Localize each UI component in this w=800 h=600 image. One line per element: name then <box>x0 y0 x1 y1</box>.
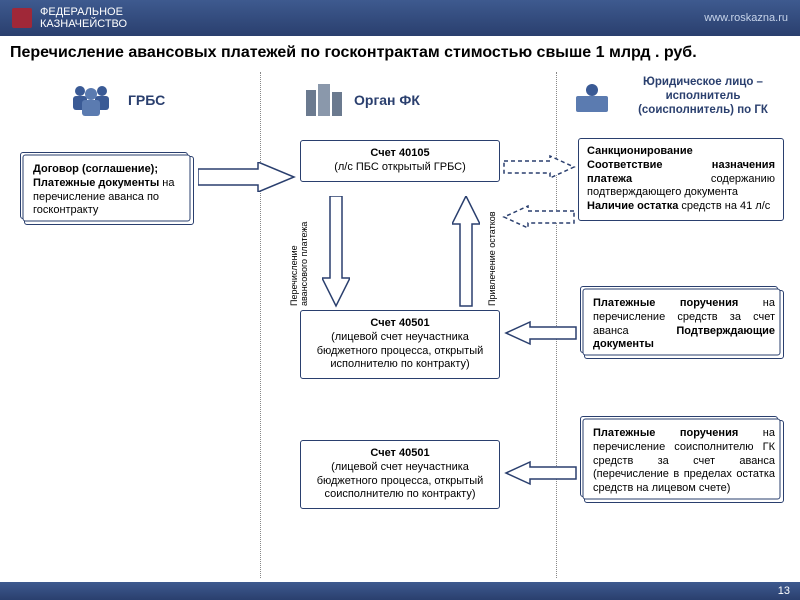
arrow-dash-right <box>502 154 576 180</box>
box-contract: Договор (соглашение); Платежные документ… <box>24 156 194 225</box>
col2-label: Орган ФК <box>354 92 420 108</box>
header: ФЕДЕРАЛЬНОЕКАЗНАЧЕЙСТВО www.roskazna.ru <box>0 0 800 36</box>
arrow-left-2 <box>504 320 578 346</box>
box-40501-exec: Счет 40501(лицевой счет неучастника бюдж… <box>300 310 500 379</box>
people-icon <box>66 82 116 118</box>
arrow-1 <box>198 162 296 192</box>
divider-2 <box>556 72 557 578</box>
box-payment-orders-1: Платежные поручения на перечисление сред… <box>584 290 784 359</box>
laptop-user-icon <box>572 82 612 116</box>
org-name: ФЕДЕРАЛЬНОЕКАЗНАЧЕЙСТВО <box>40 6 127 30</box>
vlabel-attract: Привлечение остатков <box>488 206 498 306</box>
vlabel-transfer: Перечисление авансового платежа <box>290 206 310 306</box>
col1-label: ГРБС <box>128 92 165 108</box>
divider-1 <box>260 72 261 578</box>
arrow-up-1 <box>452 196 480 308</box>
box-sanction: СанкционированиеСоответствие назначения … <box>578 138 784 221</box>
box-40501-coexec: Счет 40501(лицевой счет неучастника бюдж… <box>300 440 500 509</box>
footer: 13 <box>0 582 800 600</box>
site-url: www.roskazna.ru <box>704 12 788 24</box>
page-number: 13 <box>778 585 790 597</box>
box-payment-orders-2: Платежные поручения на перечисление соис… <box>584 420 784 503</box>
page-title: Перечисление авансовых платежей по госко… <box>0 36 800 66</box>
buildings-icon <box>302 80 346 118</box>
arrow-left-3 <box>504 460 578 486</box>
arrow-dash-left <box>502 204 576 230</box>
col3-label: Юридическое лицо –исполнитель(соисполнит… <box>618 76 788 117</box>
arrow-down-1 <box>322 196 350 308</box>
box-40105: Счет 40105(л/с ПБС открытый ГРБС) <box>300 140 500 182</box>
emblem-icon <box>12 8 32 28</box>
